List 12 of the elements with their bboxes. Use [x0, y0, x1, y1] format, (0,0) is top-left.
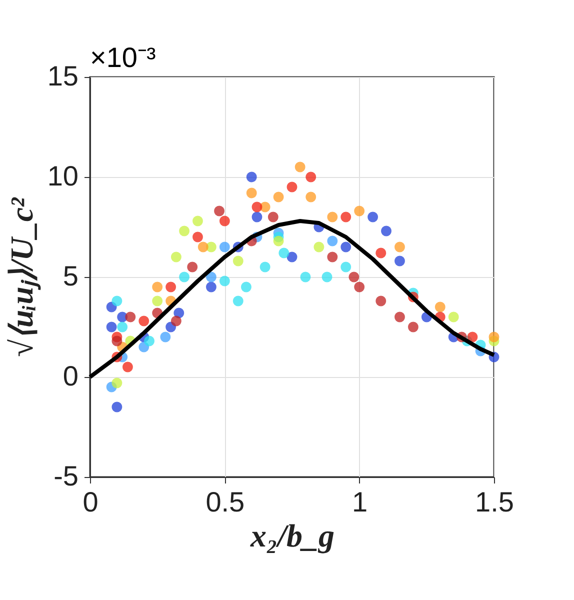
x-tick-label: 1: [352, 486, 368, 518]
y-tick-label: -5: [54, 460, 78, 492]
text: ×10⁻³: [90, 42, 156, 73]
y-axis-title: √⟨uᵢuⱼ⟩/U_c²: [3, 196, 42, 358]
x-tick-label: 0.5: [206, 486, 245, 518]
x-axis-title: x₂/b_g: [249, 518, 335, 554]
y-tick-label: 10: [47, 160, 78, 192]
x-tick-label: 1.5: [475, 486, 514, 518]
x-tick-label: 0: [82, 486, 98, 518]
y-tick-label: 15: [47, 60, 78, 92]
y-tick-label: 5: [62, 260, 78, 292]
y-tick-label: 0: [62, 360, 78, 392]
